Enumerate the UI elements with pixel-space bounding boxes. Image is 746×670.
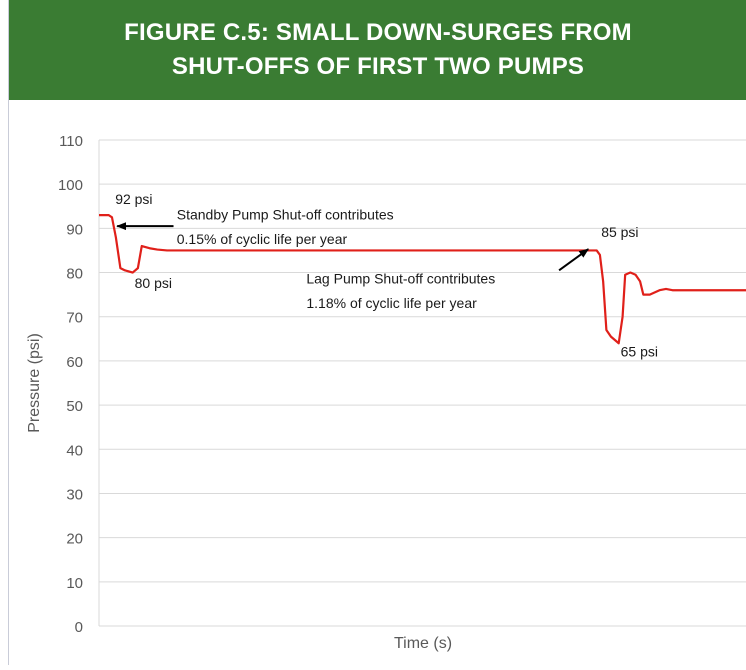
lag-annotation-arrow bbox=[558, 248, 590, 272]
y-tick-label: 60 bbox=[66, 354, 83, 371]
annotation-label: 92 psi bbox=[115, 191, 152, 207]
x-axis-title: Time (s) bbox=[394, 635, 452, 652]
pressure-chart: 0 10 20 30 40 50 60 70 80 90 100 110 Time (s) Pressur… bbox=[26, 133, 746, 652]
y-tick-label: 100 bbox=[58, 177, 83, 194]
figure-header-banner: FIGURE C.5: SMALL DOWN-SURGES FROM SHUT-… bbox=[9, 0, 746, 100]
figure-title-line-1: FIGURE C.5: SMALL DOWN-SURGES FROM bbox=[124, 19, 632, 46]
annotation-label: 0.15% of cyclic life per year bbox=[177, 231, 348, 247]
y-tick-label: 30 bbox=[66, 486, 83, 503]
annotation-label: 65 psi bbox=[621, 343, 658, 359]
y-tick-label: 50 bbox=[66, 398, 83, 415]
y-axis-title: Pressure (psi) bbox=[26, 333, 43, 433]
y-tick-label: 90 bbox=[66, 221, 83, 238]
annotation-label: 1.18% of cyclic life per year bbox=[306, 295, 477, 311]
figure-title-line-2: SHUT-OFFS OF FIRST TWO PUMPS bbox=[171, 53, 585, 80]
y-tick-label: 80 bbox=[66, 266, 83, 283]
figure-frame: FIGURE C.5: SMALL DOWN-SURGES FROM SHUT-… bbox=[8, 0, 746, 665]
y-tick-label: 0 bbox=[75, 619, 83, 636]
annotation-label: 85 psi bbox=[601, 224, 638, 240]
y-tick-label: 40 bbox=[66, 442, 83, 459]
y-tick-label: 20 bbox=[66, 531, 83, 548]
y-tick-label: 10 bbox=[66, 575, 83, 592]
y-tick-label: 110 bbox=[59, 133, 83, 150]
chart-area: 0 10 20 30 40 50 60 70 80 90 100 110 Time (s) Pressur… bbox=[9, 100, 746, 665]
y-tick-label: 70 bbox=[66, 310, 83, 327]
annotation-label: Standby Pump Shut-off contributes bbox=[177, 207, 394, 223]
annotation-label: Lag Pump Shut-off contributes bbox=[306, 271, 495, 287]
annotation-label: 80 psi bbox=[135, 275, 172, 291]
